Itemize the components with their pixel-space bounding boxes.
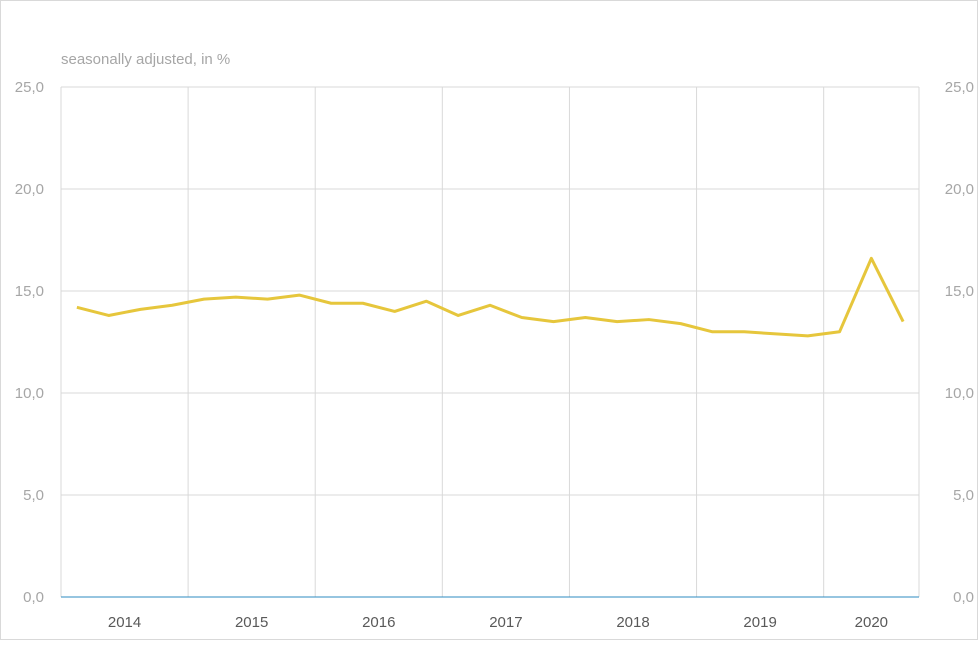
x-tick-label: 2019	[743, 614, 776, 631]
x-tick-label: 2014	[108, 614, 141, 631]
y-tick-label-right: 20,0	[945, 181, 974, 198]
x-tick-label: 2016	[362, 614, 395, 631]
y-tick-label-right: 5,0	[953, 487, 974, 504]
y-tick-label-left: 0,0	[23, 589, 44, 606]
y-tick-label-left: 15,0	[15, 283, 44, 300]
y-tick-label-left: 20,0	[15, 181, 44, 198]
x-tick-label: 2018	[616, 614, 649, 631]
x-tick-label: 2015	[235, 614, 268, 631]
y-tick-label-right: 15,0	[945, 283, 974, 300]
y-tick-label-left: 10,0	[15, 385, 44, 402]
y-tick-label-right: 10,0	[945, 385, 974, 402]
y-tick-label-left: 5,0	[23, 487, 44, 504]
y-tick-label-right: 0,0	[953, 589, 974, 606]
series-line	[77, 258, 903, 336]
x-tick-label: 2017	[489, 614, 522, 631]
chart-subtitle: seasonally adjusted, in %	[61, 51, 230, 68]
y-tick-label-right: 25,0	[945, 79, 974, 96]
y-tick-label-left: 25,0	[15, 79, 44, 96]
x-tick-label: 2020	[855, 614, 888, 631]
